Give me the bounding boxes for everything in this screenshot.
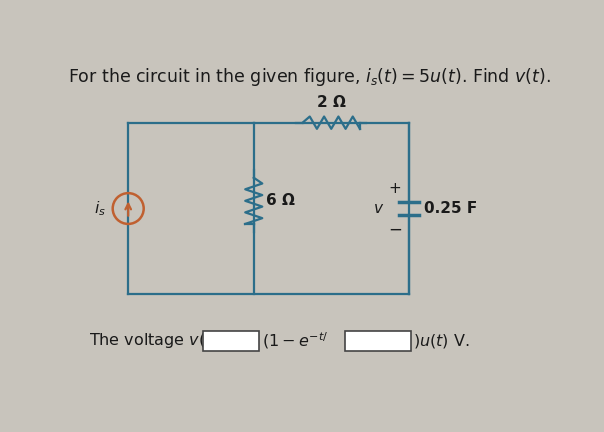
Text: 2 Ω: 2 Ω xyxy=(317,95,345,110)
Text: For the circuit in the given figure, $i_s(t) = 5u(t)$. Find $v(t)$.: For the circuit in the given figure, $i_… xyxy=(68,66,551,88)
Bar xyxy=(345,330,411,351)
Text: The voltage $v(t) =$: The voltage $v(t) =$ xyxy=(89,331,234,350)
Text: $v$: $v$ xyxy=(373,201,384,216)
Text: +: + xyxy=(388,181,401,196)
Text: 6 Ω: 6 Ω xyxy=(266,194,295,208)
Text: $)u(t)$ V.: $)u(t)$ V. xyxy=(413,332,470,349)
Text: −: − xyxy=(388,221,402,239)
Text: $(1 - e^{-t/}$: $(1 - e^{-t/}$ xyxy=(262,330,329,351)
Bar xyxy=(204,330,259,351)
Text: $i_s$: $i_s$ xyxy=(94,199,106,218)
Text: 0.25 F: 0.25 F xyxy=(424,201,478,216)
